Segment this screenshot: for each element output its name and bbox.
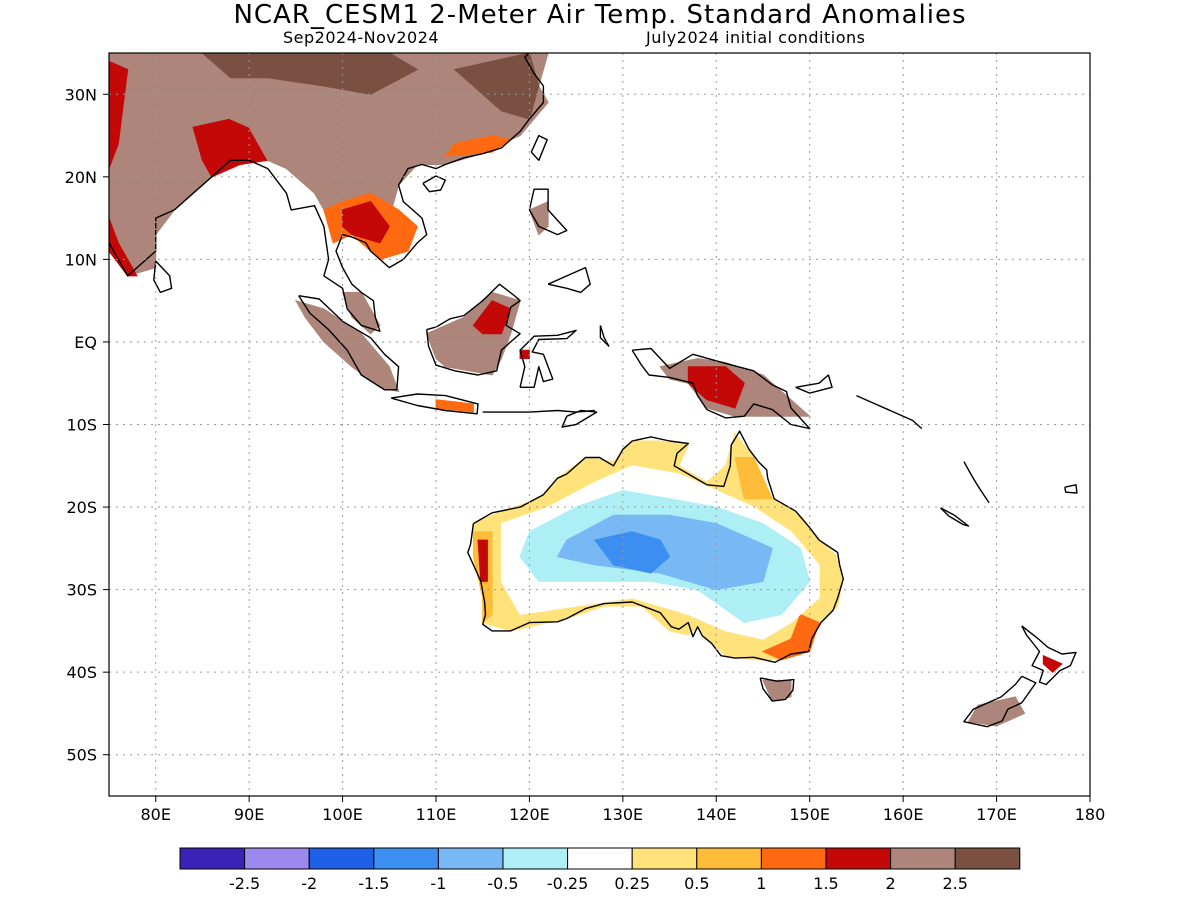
lat-tick-label: 40S: [66, 663, 97, 682]
colorbar-label: 2.5: [942, 874, 967, 893]
lon-tick-label: 150E: [789, 805, 830, 824]
coastline-14: [631, 347, 811, 430]
lat-tick-label: 10S: [66, 416, 97, 435]
colorbar-swatch-12: [954, 847, 1021, 870]
anomaly-region-7: [342, 201, 390, 244]
coastline-6: [547, 266, 591, 294]
coastline-18: [759, 677, 795, 702]
colorbar-label: 1: [756, 874, 766, 893]
lat-tick-label: 20S: [66, 498, 97, 517]
coastline-13: [599, 325, 610, 347]
colorbar-swatch-3: [373, 847, 439, 870]
colorbar-swatch-10: [825, 847, 892, 870]
coastline-17: [467, 430, 844, 663]
colorbar-label: -1.5: [358, 874, 389, 893]
lon-tick-label: 160E: [883, 805, 924, 824]
colorbar-swatch-8: [696, 847, 762, 870]
colorbar-swatch-7: [631, 847, 698, 870]
coastline-3: [422, 175, 446, 193]
coastline-8: [391, 393, 479, 415]
lon-tick-label: 170E: [976, 805, 1017, 824]
coastlines: [109, 53, 1078, 728]
anomaly-shading: [109, 53, 1063, 727]
lat-tick-label: 30N: [65, 85, 97, 104]
coastline-21: [940, 507, 970, 527]
colorbar-label: -0.25: [547, 874, 588, 893]
colorbar-label: -0.5: [487, 874, 518, 893]
anomaly-region-20: [477, 539, 488, 582]
lon-tick-label: 140E: [696, 805, 737, 824]
coastline-23: [1064, 484, 1078, 494]
colorbar-swatch-9: [760, 847, 827, 870]
initial-conditions: July2024 initial conditions: [646, 28, 866, 47]
coastline-1: [153, 260, 173, 294]
anomaly-region-4: [201, 53, 419, 95]
coastline-12: [519, 329, 577, 388]
coastline-5: [528, 188, 568, 236]
coastline-16: [856, 394, 923, 430]
anomaly-region-26: [593, 531, 671, 574]
map-title: NCAR_CESM1 2-Meter Air Temp. Standard An…: [233, 0, 967, 30]
forecast-period: Sep2024-Nov2024: [283, 28, 440, 47]
lon-tick-label: 90E: [234, 805, 264, 824]
lat-tick-label: 30S: [66, 581, 97, 600]
anomaly-region-13: [435, 399, 474, 413]
colorbar-label: -1: [430, 874, 446, 893]
anomaly-region-28: [1042, 654, 1063, 673]
lon-tick-label: 130E: [603, 805, 644, 824]
lon-tick-label: 120E: [509, 805, 550, 824]
coastline-22: [963, 461, 990, 504]
colorbar-swatch-11: [890, 847, 956, 870]
coastline-20: [963, 675, 1037, 728]
coastline-2: [267, 53, 545, 332]
lon-tick-label: 80E: [140, 805, 170, 824]
colorbar-label: 1.5: [813, 874, 838, 893]
anomaly-region-17: [528, 200, 549, 236]
coastline-19: [1021, 625, 1077, 686]
colorbar-label: 2: [886, 874, 896, 893]
coastline-4: [530, 134, 548, 162]
coastline-0: [109, 159, 269, 277]
colorbar-swatch-1: [244, 847, 310, 870]
coastline-15: [795, 374, 833, 394]
colorbar-label: 0.25: [614, 874, 650, 893]
coastline-10: [561, 409, 598, 428]
longitude-axis: 80E 90E 100E 110E 120E 130E 140E 150E 160E 170E 18…: [140, 796, 1105, 824]
anomaly-region-1: [109, 60, 138, 277]
lat-tick-label: 50S: [66, 746, 97, 765]
colorbar: -2.5 -2 -1.5 -1 -0.5 -0.25 0.25 0.5 1 1.5 2 2.5: [179, 847, 1021, 893]
colorbar-swatch-4: [437, 847, 504, 870]
colorbar-label: -2.5: [229, 874, 260, 893]
colorbar-swatch-0: [179, 847, 246, 870]
lon-tick-label: 180: [1075, 805, 1106, 824]
lon-tick-label: 100E: [322, 805, 363, 824]
coastline-7: [298, 295, 400, 391]
anomaly-region-16: [687, 366, 745, 409]
colorbar-swatch-2: [308, 847, 375, 870]
colorbar-swatch-6: [567, 847, 633, 870]
anomaly-region-22: [761, 613, 820, 661]
colorbar-swatch-5: [502, 847, 569, 870]
gridlines: [109, 53, 1090, 796]
anomaly-region-21: [734, 457, 774, 500]
colorbar-label: -2: [301, 874, 317, 893]
lon-tick-label: 110E: [416, 805, 457, 824]
latitude-axis: 30N 20N 10N EQ 10S 20S 30S 40S 50S: [65, 85, 109, 765]
lat-tick-label: 20N: [65, 168, 97, 187]
lat-tick-label: 10N: [65, 250, 97, 269]
lat-tick-label: EQ: [74, 333, 97, 352]
coastline-11: [426, 283, 521, 376]
anomaly-region-12: [472, 300, 512, 335]
colorbar-label: 0.5: [684, 874, 709, 893]
